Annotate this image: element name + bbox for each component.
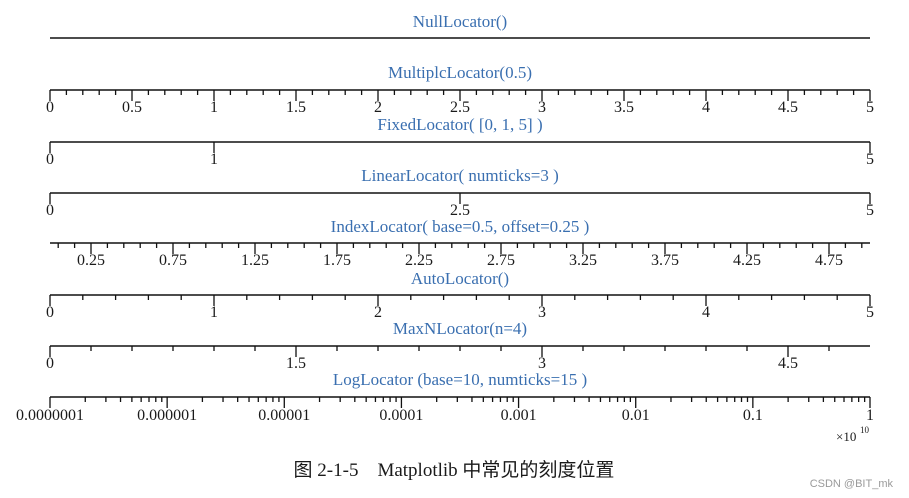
tick-label: 0.01 <box>622 407 650 424</box>
tick-label: 3 <box>538 304 546 321</box>
tick-label: 4.5 <box>778 99 798 116</box>
figure-caption: 图 2-1-5 Matplotlib 中常见的刻度位置 <box>294 459 615 481</box>
tick-label: 4.25 <box>733 252 761 269</box>
tick-label: 5 <box>866 99 874 116</box>
tick-label: 5 <box>866 304 874 321</box>
tick-label: 0 <box>46 304 54 321</box>
tick-label: 1 <box>210 99 218 116</box>
log-multiplier-exponent: 10 <box>860 425 870 435</box>
tick-label: 1.5 <box>286 99 306 116</box>
tick-label: 0.001 <box>501 407 537 424</box>
tick-label: 2 <box>374 99 382 116</box>
panel-2: MultiplcLocator(0.5) 0 0.5 1 1.5 2 2.5 3 3.5 4 4.5… <box>46 63 874 116</box>
tick-label: 0.75 <box>159 252 187 269</box>
tick-label: 0 <box>46 151 54 168</box>
panel-title: IndexLocator( base=0.5, offset=0.25 ) <box>331 217 590 236</box>
tick-label: 2.5 <box>450 202 470 219</box>
panel-title: AutoLocator() <box>411 269 509 288</box>
panel-1: NullLocator() <box>50 12 870 39</box>
tick-label: 0.1 <box>743 407 763 424</box>
tick-label: 4 <box>702 99 710 116</box>
panel-5: IndexLocator( base=0.5, offset=0.25 ) 0.2… <box>50 217 870 269</box>
tick-label: 0 <box>46 355 54 372</box>
tick-label: 4 <box>702 304 710 321</box>
watermark: CSDN @BIT_mk <box>810 478 894 490</box>
tick-label: 0.000001 <box>137 407 197 424</box>
tick-label: 1 <box>210 304 218 321</box>
panel-title: NullLocator() <box>413 12 507 31</box>
tick-label: 0.0000001 <box>16 407 84 424</box>
tick-label: 2 <box>374 304 382 321</box>
tick-label: 0.00001 <box>258 407 310 424</box>
tick-label: 5 <box>866 202 874 219</box>
tick-label: 3.5 <box>614 99 634 116</box>
tick-label: 4.5 <box>778 355 798 372</box>
panel-8: LogLocator (base=10, numticks=15 ) 0.0000… <box>16 370 874 424</box>
tick-label: 2.75 <box>487 252 515 269</box>
tick-label: 0.5 <box>122 99 142 116</box>
tick-label: 1 <box>866 407 874 424</box>
tick-label: 3.75 <box>651 252 679 269</box>
tick-label: 4.75 <box>815 252 843 269</box>
panel-title: MultiplcLocator(0.5) <box>388 63 532 82</box>
tick-label: 2.25 <box>405 252 433 269</box>
tick-label: 0 <box>46 202 54 219</box>
tick-label: 1.5 <box>286 355 306 372</box>
tick-label: 2.5 <box>450 99 470 116</box>
tick-label: 1 <box>210 151 218 168</box>
locator-panels: NullLocator() MultiplcLocator(0.5) 0 0.5 1 1.… <box>16 12 874 424</box>
panel-6: AutoLocator() 0 1 2 3 4 5 <box>46 269 874 321</box>
tick-label: 1.75 <box>323 252 351 269</box>
panel-title: MaxNLocator(n=4) <box>393 319 527 338</box>
tick-label: 3 <box>538 355 546 372</box>
panel-7: MaxNLocator(n=4) 0 1.5 3 4.5 <box>46 319 870 372</box>
tick-label: 0.25 <box>77 252 105 269</box>
log-multiplier-base: ×10 <box>836 429 856 444</box>
tick-label: 3.25 <box>569 252 597 269</box>
panel-4: LinearLocator( numticks=3 ) 0 2.5 5 <box>46 166 874 219</box>
panel-title: FixedLocator( [0, 1, 5] ) <box>377 115 542 134</box>
tick-label: 3 <box>538 99 546 116</box>
panel-title: LogLocator (base=10, numticks=15 ) <box>333 370 587 389</box>
tick-label: 5 <box>866 151 874 168</box>
panel-3: FixedLocator( [0, 1, 5] ) 0 1 5 <box>46 115 874 168</box>
tick-label: 0 <box>46 99 54 116</box>
tick-label: 1.25 <box>241 252 269 269</box>
tick-label: 0.0001 <box>379 407 423 424</box>
panel-title: LinearLocator( numticks=3 ) <box>361 166 558 185</box>
